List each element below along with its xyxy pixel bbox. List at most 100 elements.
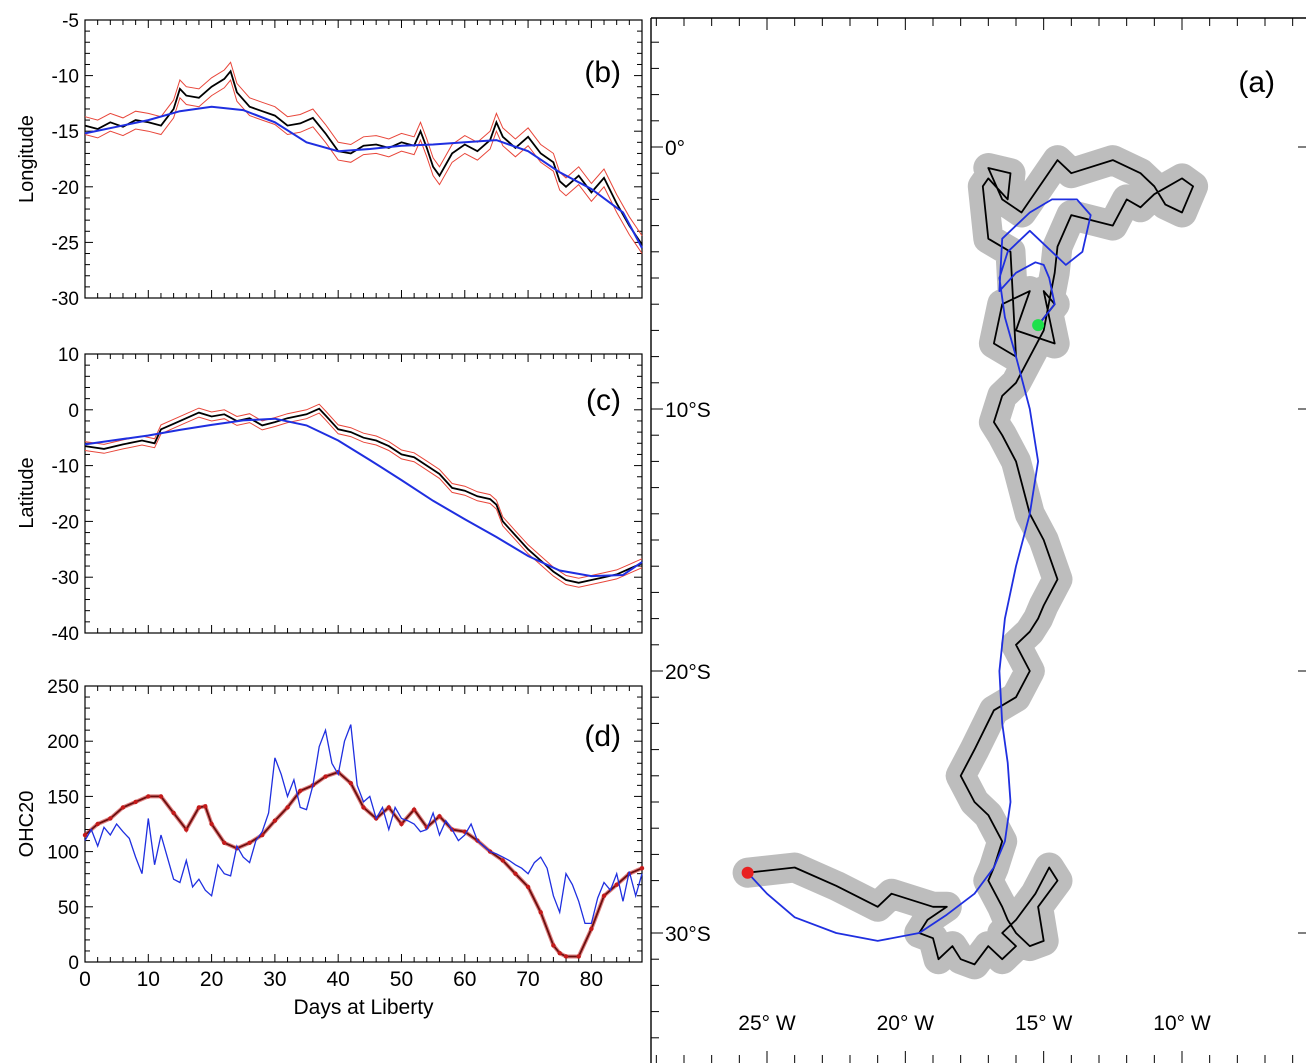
ohc-point (285, 805, 290, 810)
map-lat-label: 20°S (665, 661, 711, 684)
ohc-point (146, 794, 151, 799)
plot-frame (84, 685, 643, 963)
map-lat-label: 30°S (665, 923, 711, 946)
panel-label-d: (d) (584, 720, 621, 753)
map-lat-label: 0° (665, 137, 685, 160)
uncertainty-lower-line (84, 78, 643, 254)
ohc-point (500, 858, 505, 863)
panel-label-b: (b) (584, 56, 621, 89)
map-lon-label: 25° W (738, 1012, 796, 1035)
ohc-point (209, 821, 214, 827)
ohc-marker-band (83, 769, 643, 959)
y-tick-label: 0 (68, 953, 79, 974)
ohc-point (95, 821, 100, 827)
ohc-point (386, 805, 392, 810)
ohc-point (437, 814, 442, 819)
y-tick-label: -10 (52, 67, 79, 88)
position-uncertainty-halo (732, 145, 1209, 980)
x-tick-label: 0 (79, 968, 91, 991)
ohc-point (133, 799, 138, 805)
estimated-track-line (84, 69, 643, 246)
y-tick-label: -40 (52, 624, 79, 645)
uncertainty-upper-line (84, 61, 643, 236)
model-line (84, 105, 643, 249)
track-map-panel: 0° 10°S 20°S 30°S 25° W 20° W 15° W 10° W (650, 17, 1306, 1063)
ohc-point (247, 840, 252, 845)
x-tick-label: 70 (516, 968, 539, 991)
ohc-point (563, 954, 569, 959)
start-marker (1032, 319, 1045, 332)
ohc-point (525, 884, 531, 890)
plot-frame (84, 353, 643, 634)
x-axis-label: Days at Liberty (293, 996, 434, 1019)
ohc-point (361, 805, 366, 810)
ohc-point (108, 816, 113, 821)
model-line (84, 724, 643, 925)
ohc-point (576, 954, 581, 959)
y-tick-label: -25 (52, 233, 79, 254)
ohc-point (399, 821, 404, 827)
y-tick-label: 150 (47, 787, 79, 808)
ohc-point (184, 827, 189, 832)
map-lon-label: 15° W (1015, 1012, 1073, 1035)
ohc-point (272, 818, 278, 823)
x-tick-label: 50 (390, 968, 413, 991)
ohc-point (222, 840, 227, 845)
x-tick-label: 30 (263, 968, 286, 991)
ohc-point (323, 774, 328, 779)
end-marker (741, 866, 754, 879)
estimated-track-line (747, 159, 1194, 966)
y-tick-label: -20 (52, 512, 79, 533)
x-tick-label: 60 (453, 968, 476, 991)
y-tick-label: -20 (52, 178, 79, 199)
ohc-point (551, 943, 556, 948)
x-tick-label: 80 (580, 968, 603, 991)
y-tick-label: 250 (47, 677, 79, 698)
ohc-point (557, 950, 562, 956)
y-axis-label: OHC20 (16, 791, 38, 858)
model-track-line (746, 198, 1092, 942)
y-tick-label: -10 (52, 457, 79, 478)
ohc-point (203, 804, 208, 809)
ohc-point (348, 780, 354, 786)
map-lon-label: 10° W (1153, 1012, 1211, 1035)
ohc-point (120, 805, 126, 810)
ohc-point (538, 910, 543, 915)
x-tick-label: 20 (200, 968, 223, 991)
y-axis-label: Longitude (16, 115, 38, 203)
uncertainty-lower-line (84, 412, 643, 588)
ohc-point (171, 810, 176, 816)
y-tick-label: 0 (68, 401, 79, 422)
ohc-point (82, 832, 88, 838)
estimated-track-line (84, 771, 643, 958)
map-lon-label: 20° W (877, 1012, 935, 1035)
x-tick-label: 10 (137, 968, 160, 991)
ohc-point (158, 794, 164, 799)
y-tick-label: 50 (58, 898, 79, 919)
ohc-point (513, 871, 518, 876)
y-tick-label: -30 (52, 568, 79, 589)
map-lat-label: 10°S (665, 399, 711, 422)
latitude-panel: -40 -30 -20 -10 0 10 Latitude (16, 345, 643, 645)
y-tick-label: -15 (52, 122, 79, 143)
ohc-point (196, 805, 202, 810)
ohc-point (411, 807, 417, 812)
y-tick-label: 200 (47, 732, 79, 753)
plot-frame (84, 19, 643, 299)
ohc-point (589, 926, 594, 932)
panel-label-a: (a) (1238, 66, 1275, 99)
x-tick-label: 40 (327, 968, 350, 991)
y-tick-label: -30 (52, 289, 79, 310)
y-axis-label: Latitude (16, 457, 38, 528)
ohc-point (298, 788, 303, 794)
model-line (84, 417, 643, 578)
y-tick-label: 10 (58, 345, 79, 366)
panel-label-c: (c) (586, 384, 621, 417)
y-tick-label: 100 (47, 843, 79, 864)
ohc-point (614, 882, 619, 887)
estimated-track-line (84, 407, 643, 584)
longitude-panel: -30 -25 -20 -15 -10 -5 Longitude (16, 11, 643, 310)
y-tick-label: -5 (62, 11, 79, 32)
ohc20-panel: 0 50 100 150 200 250 0 10 20 30 40 50 60 70 80 Days at … (16, 677, 645, 1019)
